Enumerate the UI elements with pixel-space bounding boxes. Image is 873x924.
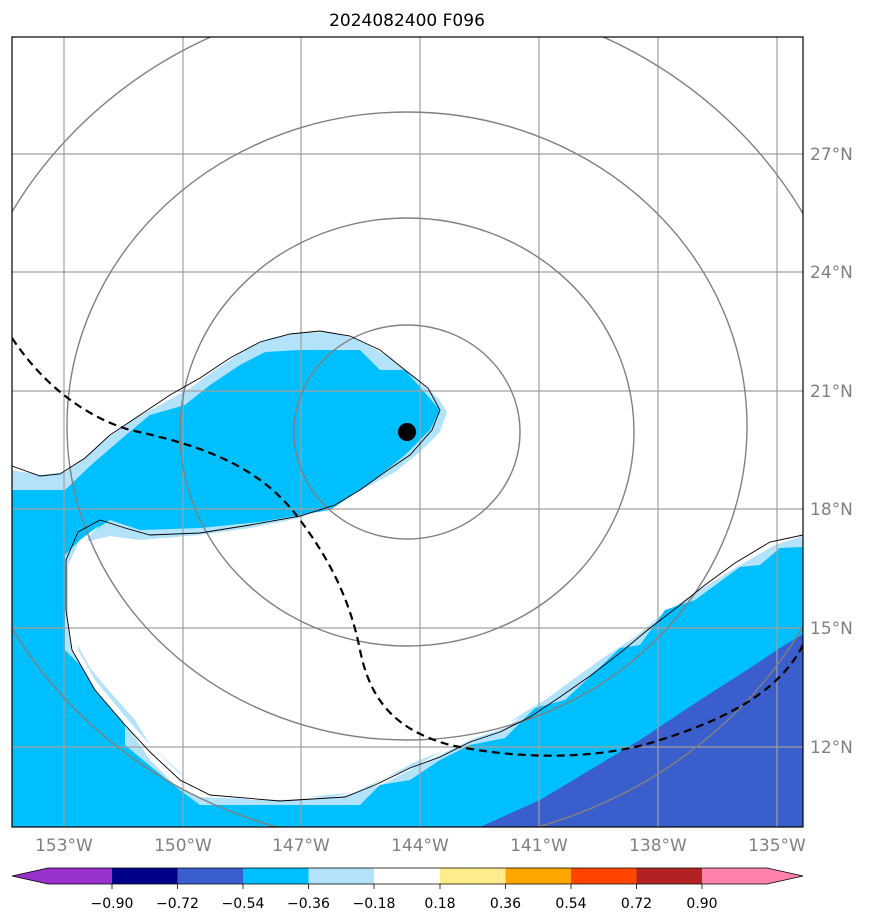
- colorbar-label-8: 0.72: [621, 896, 652, 912]
- colorbar-label-2: −0.54: [222, 896, 265, 912]
- colorbar-seg-6: [440, 868, 506, 884]
- colorbar-seg-3: [243, 868, 309, 884]
- colorbar-seg-8: [571, 868, 637, 884]
- latitude-labels: 27°N 24°N 21°N 18°N 15°N 12°N: [810, 145, 853, 758]
- colorbar-seg-1: [112, 868, 178, 884]
- lat-label-18n: 18°N: [810, 500, 853, 520]
- colorbar-seg-5: [374, 868, 440, 884]
- colorbar-label-0: −0.90: [91, 896, 134, 912]
- storm-track: [12, 337, 803, 757]
- lat-label-21n: 21°N: [810, 382, 853, 402]
- lon-label-135w: 135°W: [748, 836, 806, 856]
- colorbar-seg-4: [308, 868, 374, 884]
- colorbar-seg-10: [702, 868, 803, 884]
- lon-label-147w: 147°W: [272, 836, 330, 856]
- longitude-labels: 153°W 150°W 147°W 144°W 141°W 138°W 135°…: [35, 836, 806, 856]
- colorbar-label-4: −0.18: [353, 896, 396, 912]
- graticule: [12, 37, 803, 827]
- lat-label-27n: 27°N: [810, 145, 853, 165]
- lon-label-150w: 150°W: [154, 836, 212, 856]
- lon-label-138w: 138°W: [629, 836, 687, 856]
- anomaly-fill-deepsky: [12, 350, 803, 827]
- contour-outline: [12, 330, 803, 802]
- colorbar-label-6: 0.36: [490, 896, 521, 912]
- colorbar-label-9: 0.90: [686, 896, 717, 912]
- colorbar-seg-9: [636, 868, 702, 884]
- colorbar-seg-2: [177, 868, 243, 884]
- colorbar-label-5: 0.18: [424, 896, 455, 912]
- colorbar: −0.90 −0.72 −0.54 −0.36 −0.18 0.18 0.36 …: [11, 867, 804, 912]
- colorbar-label-1: −0.72: [156, 896, 199, 912]
- colorbar-seg-0: [12, 868, 112, 884]
- lat-label-24n: 24°N: [810, 263, 853, 283]
- colorbar-label-3: −0.36: [287, 896, 330, 912]
- colorbar-label-7: 0.54: [555, 896, 586, 912]
- range-rings: [12, 37, 803, 827]
- map-title: 2024082400 F096: [329, 11, 485, 31]
- lat-label-15n: 15°N: [810, 619, 853, 639]
- anomaly-fill-royalblue: [480, 634, 803, 827]
- lon-label-141w: 141°W: [510, 836, 568, 856]
- map-frame: [11, 36, 804, 828]
- colorbar-seg-7: [505, 868, 571, 884]
- colorbar-frame: [11, 867, 804, 885]
- lon-label-153w: 153°W: [35, 836, 93, 856]
- storm-center-marker: [398, 423, 416, 441]
- lat-label-12n: 12°N: [810, 738, 853, 758]
- map-plot-area: [12, 37, 803, 827]
- lon-label-144w: 144°W: [391, 836, 449, 856]
